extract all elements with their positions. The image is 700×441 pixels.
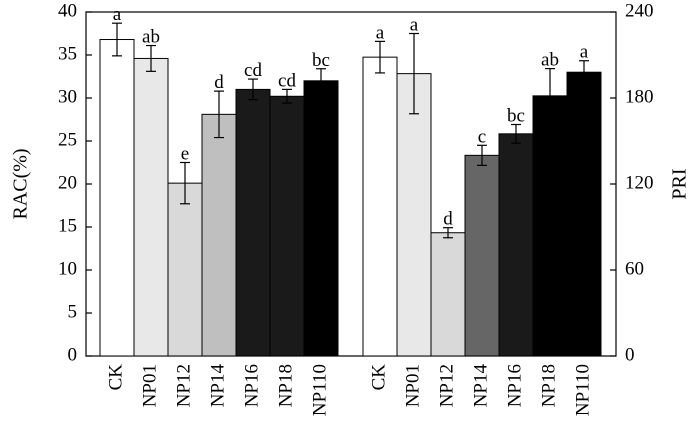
right-bar [396, 73, 432, 357]
left-significance-label: ab [142, 27, 160, 48]
left-tick-label: 0 [68, 344, 78, 365]
right-category-label: NP01 [402, 364, 423, 407]
left-category-label: CK [105, 364, 126, 391]
left-tick-label: 40 [58, 0, 77, 21]
right-tick-label: 0 [625, 344, 635, 365]
right-tick-label: 60 [625, 258, 644, 279]
right-category-label: NP12 [436, 364, 457, 407]
right-bar [532, 95, 568, 357]
left-axis-title: RAC(%) [10, 148, 32, 219]
right-bar [498, 133, 534, 357]
right-tick-label: 120 [625, 172, 654, 193]
left-significance-label: d [214, 72, 224, 93]
plot-layer: 0 5 10 15 20 25 30 35 40 0 60 120 180 240 a CK ab NP01 e NP… [58, 0, 654, 416]
left-category-label: NP14 [207, 364, 228, 408]
left-bar [269, 95, 305, 357]
right-significance-label: bc [507, 106, 525, 127]
right-category-label: NP14 [470, 364, 491, 408]
right-bar [464, 154, 500, 357]
right-significance-label: d [443, 209, 453, 230]
right-bar [430, 232, 466, 357]
right-significance-label: a [410, 15, 419, 36]
right-tick-label: 240 [625, 0, 654, 21]
right-category-label: NP18 [538, 364, 559, 407]
left-tick-label: 35 [58, 43, 77, 64]
left-bar [99, 39, 135, 357]
left-bar [235, 88, 271, 357]
left-bar [167, 182, 203, 357]
right-tick-label: 180 [625, 86, 654, 107]
right-category-label: NP16 [504, 364, 525, 407]
right-bar [566, 71, 602, 357]
right-significance-label: a [580, 42, 589, 63]
right-significance-label: ab [541, 50, 559, 71]
right-bar [362, 56, 398, 357]
left-significance-label: e [181, 144, 189, 165]
left-tick-label: 20 [58, 172, 77, 193]
left-significance-label: cd [244, 60, 262, 81]
right-category-label: CK [368, 364, 389, 391]
left-tick-label: 10 [58, 258, 77, 279]
left-significance-label: a [113, 4, 122, 25]
left-bar [303, 80, 339, 357]
left-significance-label: bc [312, 50, 330, 71]
left-tick-label: 30 [58, 86, 77, 107]
left-category-label: NP18 [275, 364, 296, 407]
left-bar [201, 113, 237, 357]
right-significance-label: c [478, 126, 486, 147]
right-axis-title: PRI [669, 168, 691, 199]
left-category-label: NP16 [241, 364, 262, 407]
left-bar [133, 57, 169, 357]
left-category-label: NP12 [173, 364, 194, 407]
left-significance-label: cd [278, 70, 296, 91]
left-tick-label: 25 [58, 129, 77, 150]
left-tick-label: 15 [58, 215, 77, 236]
left-category-label: NP01 [139, 364, 160, 407]
left-tick-label: 5 [68, 301, 78, 322]
left-category-label: NP110 [309, 364, 330, 416]
right-significance-label: a [376, 22, 385, 43]
right-category-label: NP110 [572, 364, 593, 416]
